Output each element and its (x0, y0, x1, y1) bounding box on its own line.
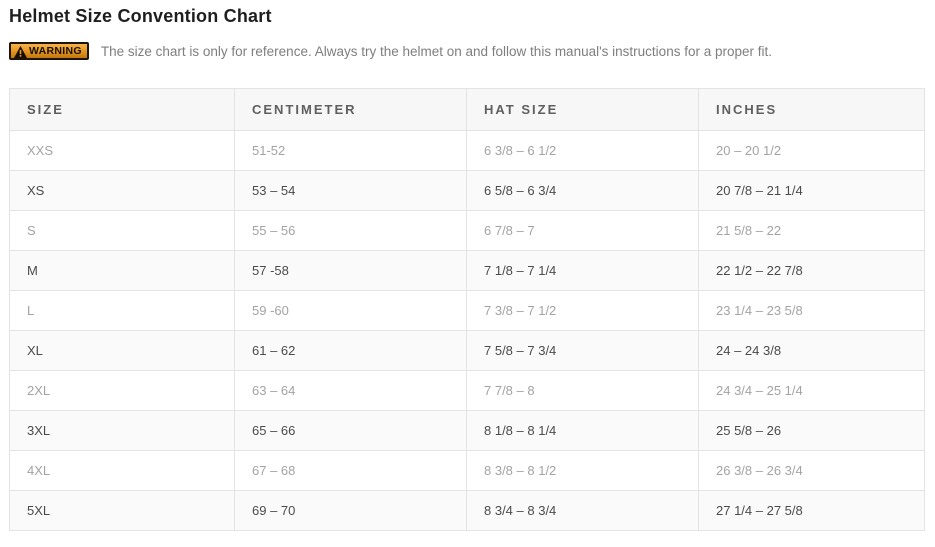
cell-inches: 23 1/4 – 23 5/8 (698, 290, 925, 331)
cell-size: XXS (9, 130, 235, 171)
cell-centimeter: 65 – 66 (234, 410, 467, 451)
table-row: 5XL 69 – 70 8 3/4 – 8 3/4 27 1/4 – 27 5/… (9, 490, 925, 531)
warning-triangle-icon (14, 45, 27, 58)
cell-hat-size: 7 7/8 – 8 (466, 370, 699, 411)
size-chart-section: Helmet Size Convention Chart WARNING The… (9, 6, 926, 531)
cell-size: S (9, 210, 235, 251)
cell-centimeter: 61 – 62 (234, 330, 467, 371)
cell-hat-size: 7 5/8 – 7 3/4 (466, 330, 699, 371)
warning-badge-label: WARNING (29, 45, 82, 57)
cell-hat-size: 7 3/8 – 7 1/2 (466, 290, 699, 331)
column-header-centimeter: CENTIMETER (234, 88, 467, 131)
cell-size: 2XL (9, 370, 235, 411)
cell-inches: 21 5/8 – 22 (698, 210, 925, 251)
cell-size: 5XL (9, 490, 235, 531)
column-header-size: SIZE (9, 88, 235, 131)
cell-centimeter: 59 -60 (234, 290, 467, 331)
cell-hat-size: 8 1/8 – 8 1/4 (466, 410, 699, 451)
table-row: L 59 -60 7 3/8 – 7 1/2 23 1/4 – 23 5/8 (9, 290, 925, 331)
table-row: 2XL 63 – 64 7 7/8 – 8 24 3/4 – 25 1/4 (9, 370, 925, 411)
cell-centimeter: 55 – 56 (234, 210, 467, 251)
column-header-hat-size: HAT SIZE (466, 88, 699, 131)
cell-size: XS (9, 170, 235, 211)
cell-inches: 24 – 24 3/8 (698, 330, 925, 371)
cell-inches: 20 – 20 1/2 (698, 130, 925, 171)
cell-inches: 26 3/8 – 26 3/4 (698, 450, 925, 491)
cell-hat-size: 8 3/4 – 8 3/4 (466, 490, 699, 531)
cell-centimeter: 53 – 54 (234, 170, 467, 211)
cell-hat-size: 6 3/8 – 6 1/2 (466, 130, 699, 171)
cell-inches: 24 3/4 – 25 1/4 (698, 370, 925, 411)
cell-centimeter: 63 – 64 (234, 370, 467, 411)
cell-size: L (9, 290, 235, 331)
cell-centimeter: 69 – 70 (234, 490, 467, 531)
cell-hat-size: 7 1/8 – 7 1/4 (466, 250, 699, 291)
table-row: M 57 -58 7 1/8 – 7 1/4 22 1/2 – 22 7/8 (9, 250, 925, 291)
cell-inches: 20 7/8 – 21 1/4 (698, 170, 925, 211)
table-row: S 55 – 56 6 7/8 – 7 21 5/8 – 22 (9, 210, 925, 251)
table-row: XXS 51-52 6 3/8 – 6 1/2 20 – 20 1/2 (9, 130, 925, 171)
table-row: XS 53 – 54 6 5/8 – 6 3/4 20 7/8 – 21 1/4 (9, 170, 925, 211)
table-row: 4XL 67 – 68 8 3/8 – 8 1/2 26 3/8 – 26 3/… (9, 450, 925, 491)
cell-centimeter: 51-52 (234, 130, 467, 171)
cell-centimeter: 67 – 68 (234, 450, 467, 491)
warning-badge: WARNING (9, 42, 89, 60)
cell-hat-size: 8 3/8 – 8 1/2 (466, 450, 699, 491)
cell-size: 4XL (9, 450, 235, 491)
cell-inches: 22 1/2 – 22 7/8 (698, 250, 925, 291)
helmet-size-table: SIZE CENTIMETER HAT SIZE INCHES XXS 51-5… (9, 88, 925, 531)
table-row: XL 61 – 62 7 5/8 – 7 3/4 24 – 24 3/8 (9, 330, 925, 371)
column-header-inches: INCHES (698, 88, 925, 131)
cell-size: M (9, 250, 235, 291)
warning-text: The size chart is only for reference. Al… (100, 44, 772, 59)
warning-note: WARNING The size chart is only for refer… (9, 42, 926, 61)
table-header-row: SIZE CENTIMETER HAT SIZE INCHES (9, 88, 925, 131)
table-row: 3XL 65 – 66 8 1/8 – 8 1/4 25 5/8 – 26 (9, 410, 925, 451)
page-title: Helmet Size Convention Chart (9, 6, 272, 26)
cell-inches: 25 5/8 – 26 (698, 410, 925, 451)
cell-size: 3XL (9, 410, 235, 451)
cell-hat-size: 6 7/8 – 7 (466, 210, 699, 251)
cell-inches: 27 1/4 – 27 5/8 (698, 490, 925, 531)
cell-size: XL (9, 330, 235, 371)
cell-hat-size: 6 5/8 – 6 3/4 (466, 170, 699, 211)
cell-centimeter: 57 -58 (234, 250, 467, 291)
